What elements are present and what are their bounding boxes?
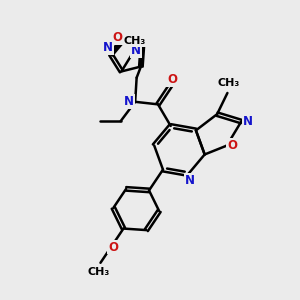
Text: N: N [131, 44, 141, 57]
Text: N: N [185, 174, 195, 187]
Text: CH₃: CH₃ [218, 78, 240, 88]
Text: N: N [103, 41, 113, 54]
Text: CH₃: CH₃ [88, 267, 110, 277]
Text: N: N [243, 115, 253, 128]
Text: CH₃: CH₃ [124, 36, 146, 46]
Text: N: N [124, 95, 134, 108]
Text: O: O [227, 139, 237, 152]
Text: O: O [167, 74, 177, 86]
Text: O: O [108, 241, 118, 254]
Text: O: O [113, 31, 123, 44]
